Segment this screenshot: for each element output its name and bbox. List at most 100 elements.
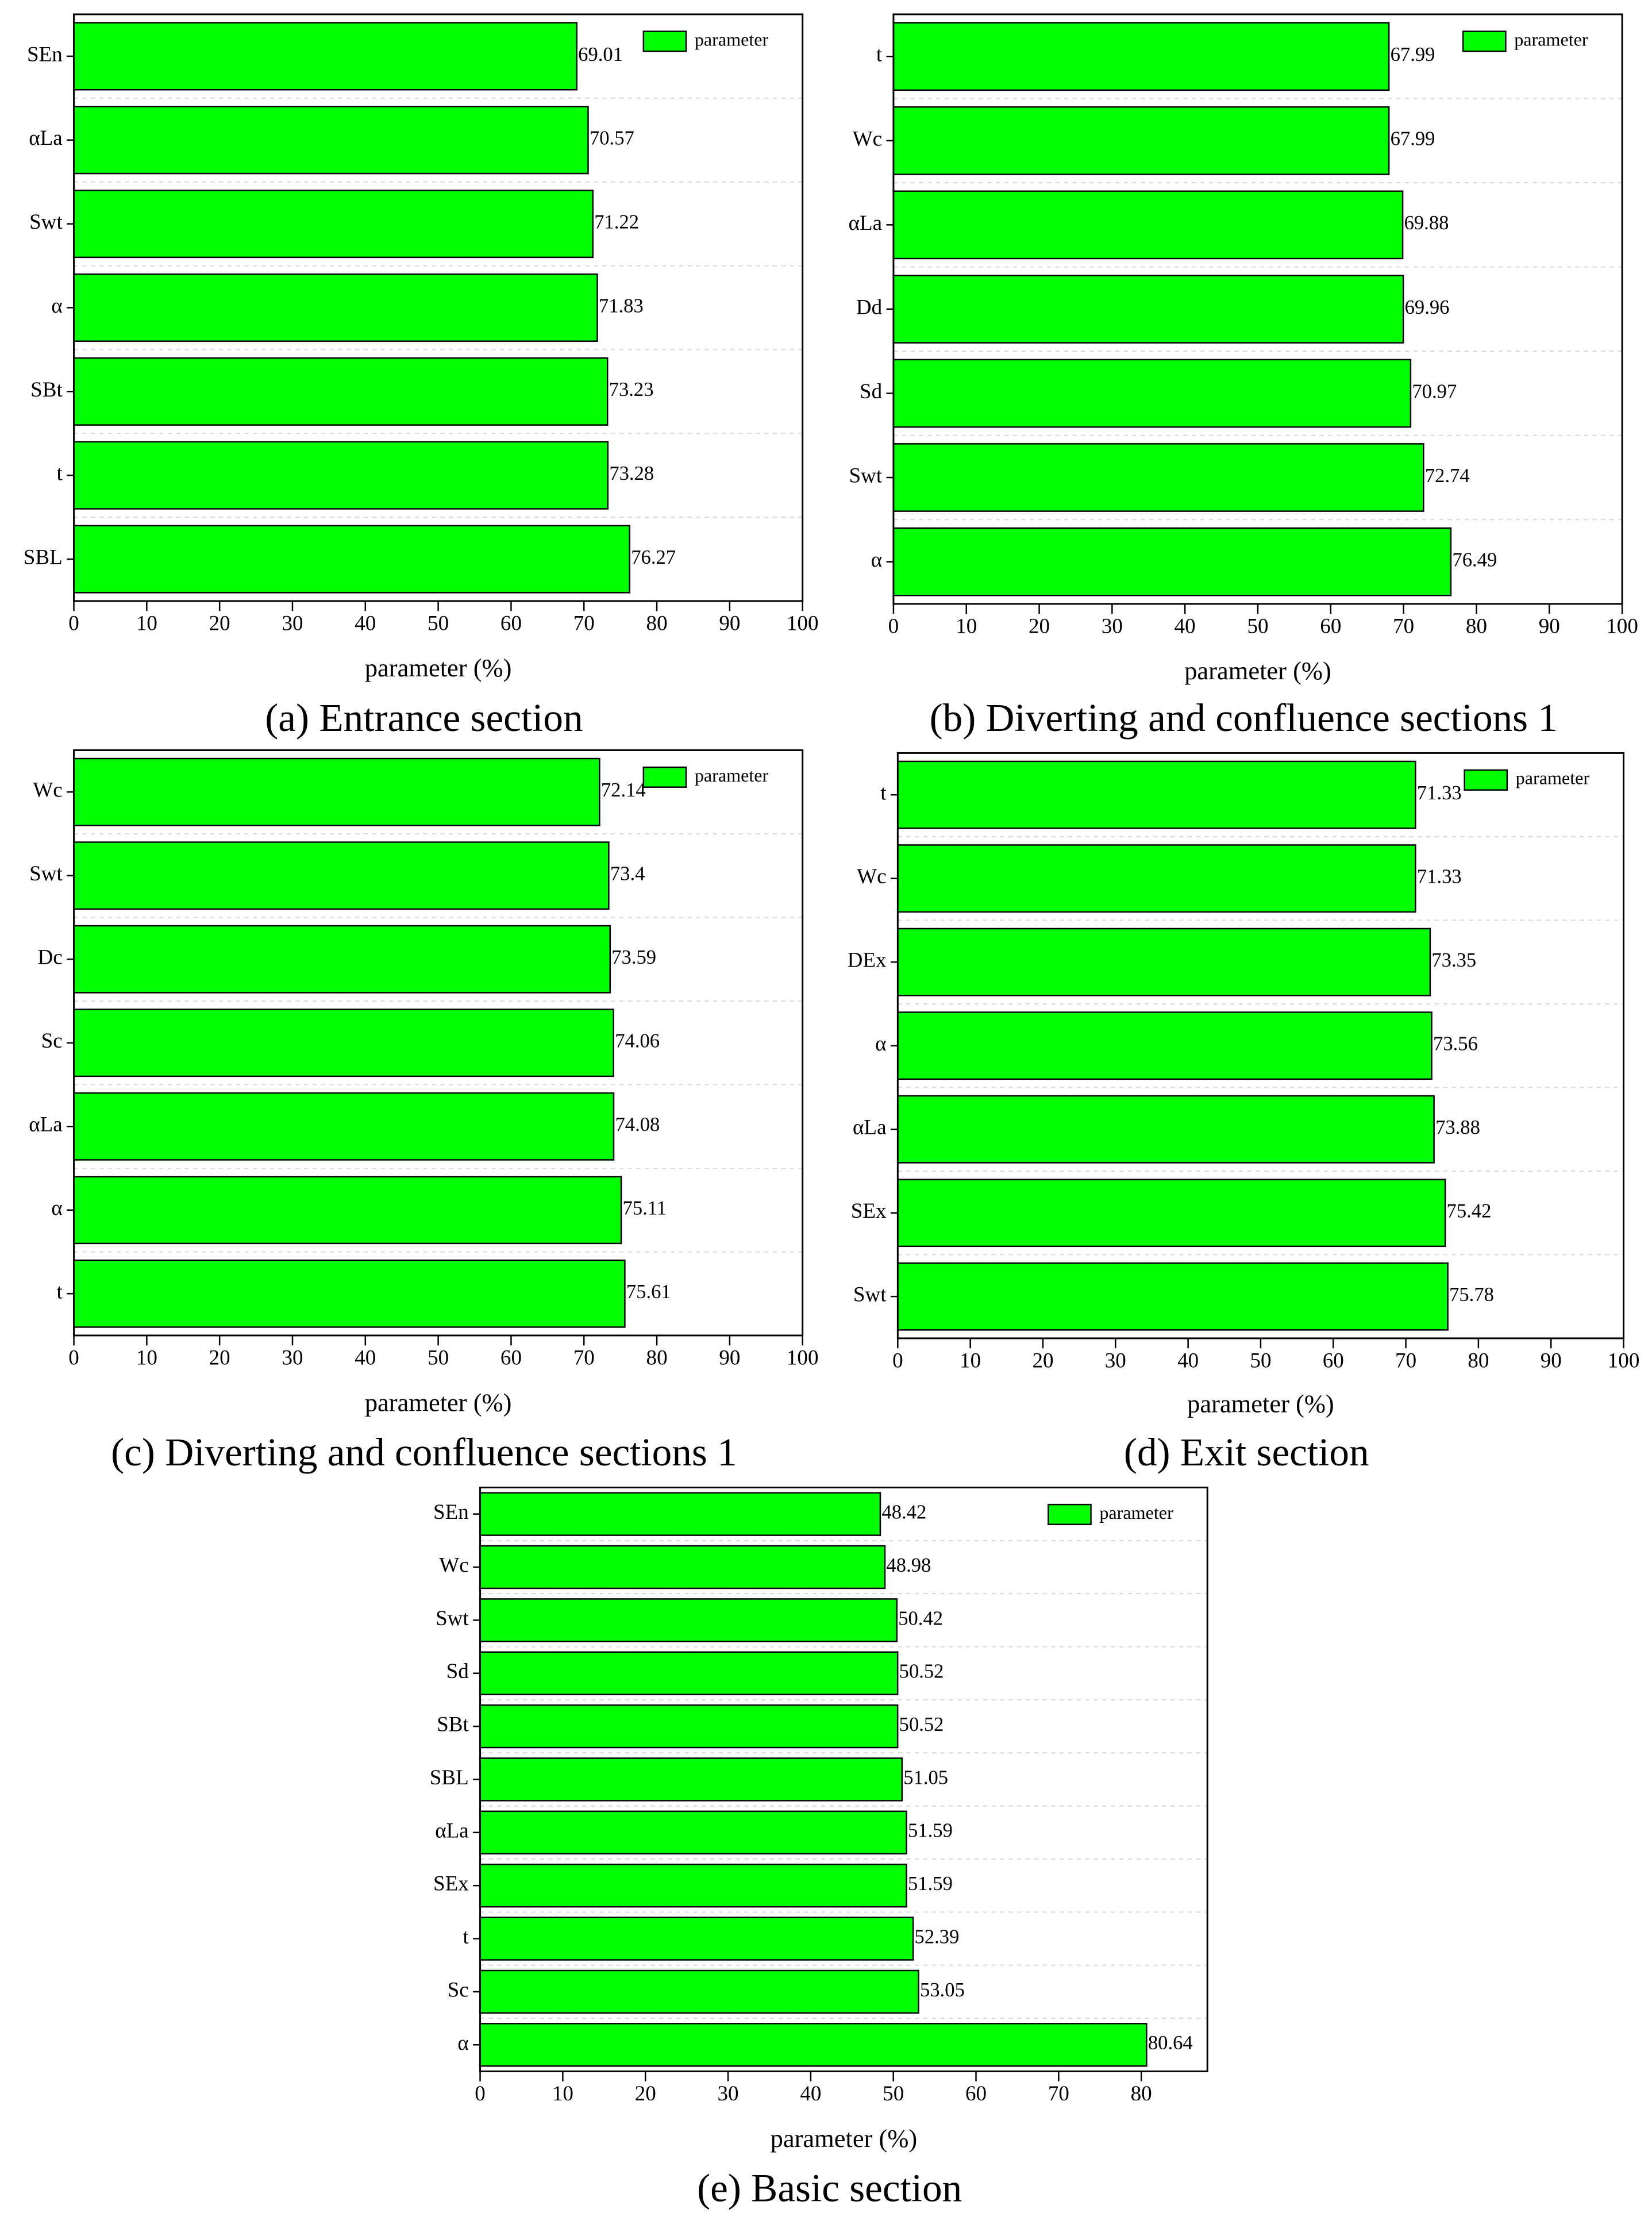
caption: (d) Exit section xyxy=(1124,1430,1369,1474)
x-tick-label: 100 xyxy=(1606,614,1638,638)
bar xyxy=(897,1262,1449,1331)
x-tick-label: 80 xyxy=(1468,1349,1489,1372)
y-tick-label: t xyxy=(56,462,63,486)
data-label: 71.33 xyxy=(1417,866,1462,888)
data-label: 75.11 xyxy=(623,1198,667,1219)
x-tick-label: 60 xyxy=(965,2082,987,2106)
y-tick-label: SEx xyxy=(851,1199,887,1223)
x-tick-label: 70 xyxy=(1048,2082,1069,2106)
x-tick-label: 50 xyxy=(1250,1349,1271,1372)
data-label: 70.57 xyxy=(590,128,634,149)
bar xyxy=(892,443,1424,512)
y-tick-label: Dd xyxy=(856,295,883,319)
data-label: 73.35 xyxy=(1431,949,1476,971)
y-tick-label: SBL xyxy=(24,545,63,569)
x-tick-label: 70 xyxy=(573,1346,595,1369)
x-tick-label: 10 xyxy=(956,614,977,638)
data-label: 70.97 xyxy=(1412,380,1457,402)
x-tick-label: 20 xyxy=(635,2082,656,2106)
data-label: 69.01 xyxy=(578,44,623,66)
x-tick-label: 90 xyxy=(1541,1349,1562,1372)
x-tick-label: 0 xyxy=(888,614,899,638)
data-label: 67.99 xyxy=(1391,44,1435,66)
bar xyxy=(479,1598,898,1642)
x-axis-label: parameter (%) xyxy=(771,2124,918,2153)
bar xyxy=(479,1917,914,1961)
data-label: 76.27 xyxy=(631,547,676,568)
x-tick-label: 30 xyxy=(718,2082,739,2106)
legend-swatch xyxy=(1048,1503,1092,1525)
data-label: 74.08 xyxy=(615,1114,660,1136)
y-tick-label: αLa xyxy=(29,126,63,150)
x-tick-label: 20 xyxy=(1032,1349,1053,1372)
x-tick-label: 50 xyxy=(883,2082,904,2106)
y-tick-label: αLa xyxy=(29,1113,63,1137)
bar xyxy=(897,1179,1446,1248)
x-tick-label: 90 xyxy=(719,611,740,635)
bar xyxy=(479,1969,919,2014)
data-label: 73.88 xyxy=(1435,1117,1480,1138)
x-tick-label: 20 xyxy=(209,1346,230,1369)
x-tick-label: 50 xyxy=(1247,614,1268,638)
bar xyxy=(73,106,589,175)
bar xyxy=(73,757,600,826)
x-tick-label: 0 xyxy=(68,1346,79,1369)
x-tick-label: 90 xyxy=(719,1346,740,1369)
data-label: 67.99 xyxy=(1391,128,1435,150)
plot-frame xyxy=(73,749,804,1337)
bar xyxy=(892,275,1404,344)
y-tick-label: αLa xyxy=(435,1819,469,1842)
y-tick-label: Swt xyxy=(29,210,63,234)
y-tick-label: t xyxy=(56,1280,63,1304)
x-tick-label: 20 xyxy=(1029,614,1050,638)
x-tick-label: 40 xyxy=(355,1346,376,1369)
data-label: 73.4 xyxy=(610,863,645,885)
y-tick-label: α xyxy=(51,1196,62,1220)
plot-frame xyxy=(73,13,804,602)
x-axis-label: parameter (%) xyxy=(365,653,512,682)
x-tick-label: 80 xyxy=(1131,2082,1152,2106)
bar xyxy=(892,190,1404,260)
data-label: 51.59 xyxy=(908,1820,953,1842)
x-tick-label: 60 xyxy=(500,611,522,635)
data-label: 51.59 xyxy=(908,1873,953,1895)
data-label: 50.52 xyxy=(899,1714,944,1735)
caption: (c) Diverting and confluence sections 1 xyxy=(111,1430,737,1474)
bar xyxy=(73,189,594,259)
x-tick-label: 30 xyxy=(282,611,303,635)
data-label: 69.88 xyxy=(1404,212,1449,234)
data-label: 50.42 xyxy=(898,1607,943,1629)
x-tick-label: 40 xyxy=(355,611,376,635)
bar xyxy=(73,925,611,994)
bar xyxy=(73,1092,615,1161)
x-tick-label: 50 xyxy=(428,1346,449,1369)
data-label: 73.23 xyxy=(609,379,654,401)
data-label: 71.22 xyxy=(594,211,639,233)
legend-label: parameter xyxy=(695,765,769,786)
x-tick-label: 60 xyxy=(500,1346,522,1369)
x-tick-label: 80 xyxy=(1466,614,1487,638)
x-tick-label: 0 xyxy=(475,2082,486,2106)
bar xyxy=(73,357,609,426)
y-tick-label: Swt xyxy=(849,464,882,488)
data-label: 73.56 xyxy=(1433,1033,1478,1055)
data-label: 50.52 xyxy=(899,1661,944,1683)
data-label: 76.49 xyxy=(1452,549,1497,571)
data-label: 72.14 xyxy=(601,779,646,801)
data-label: 71.33 xyxy=(1417,782,1462,804)
y-tick-label: SEx xyxy=(433,1872,469,1896)
bar xyxy=(73,1009,614,1077)
y-tick-label: αLa xyxy=(853,1116,887,1140)
y-tick-label: Wc xyxy=(857,865,886,888)
y-tick-label: SBL xyxy=(430,1766,469,1790)
y-tick-label: Wc xyxy=(33,779,62,802)
y-tick-label: Swt xyxy=(853,1283,887,1307)
x-tick-label: 10 xyxy=(552,2082,573,2106)
legend-label: parameter xyxy=(1099,1502,1173,1523)
caption: (a) Entrance section xyxy=(265,695,583,740)
bar xyxy=(479,1545,886,1590)
bar xyxy=(73,841,610,910)
bar xyxy=(897,844,1416,913)
legend-swatch xyxy=(1462,30,1507,52)
data-label: 51.05 xyxy=(903,1767,948,1788)
